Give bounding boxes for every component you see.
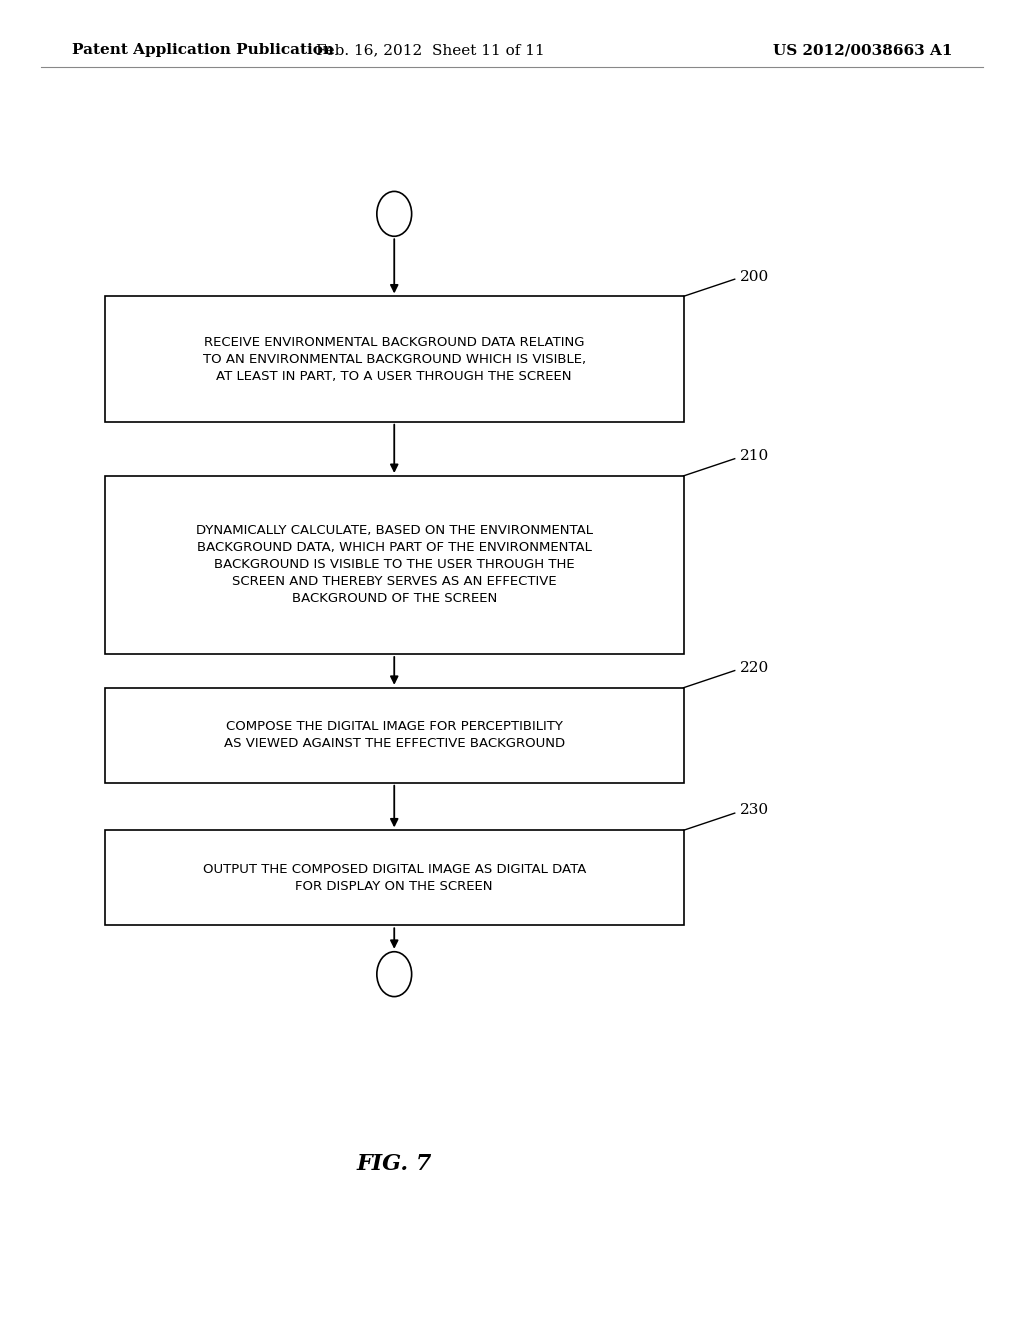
Text: OUTPUT THE COMPOSED DIGITAL IMAGE AS DIGITAL DATA
FOR DISPLAY ON THE SCREEN: OUTPUT THE COMPOSED DIGITAL IMAGE AS DIG… xyxy=(203,863,586,892)
Text: 220: 220 xyxy=(739,661,769,675)
Text: US 2012/0038663 A1: US 2012/0038663 A1 xyxy=(773,44,952,57)
Text: COMPOSE THE DIGITAL IMAGE FOR PERCEPTIBILITY
AS VIEWED AGAINST THE EFFECTIVE BAC: COMPOSE THE DIGITAL IMAGE FOR PERCEPTIBI… xyxy=(223,721,565,750)
FancyBboxPatch shape xyxy=(105,477,684,655)
FancyBboxPatch shape xyxy=(105,688,684,783)
Text: RECEIVE ENVIRONMENTAL BACKGROUND DATA RELATING
TO AN ENVIRONMENTAL BACKGROUND WH: RECEIVE ENVIRONMENTAL BACKGROUND DATA RE… xyxy=(203,335,586,383)
Text: 200: 200 xyxy=(739,269,769,284)
Text: 230: 230 xyxy=(739,804,769,817)
Text: Feb. 16, 2012  Sheet 11 of 11: Feb. 16, 2012 Sheet 11 of 11 xyxy=(315,44,545,57)
Text: 210: 210 xyxy=(739,449,769,463)
Text: DYNAMICALLY CALCULATE, BASED ON THE ENVIRONMENTAL
BACKGROUND DATA, WHICH PART OF: DYNAMICALLY CALCULATE, BASED ON THE ENVI… xyxy=(196,524,593,606)
Text: FIG. 7: FIG. 7 xyxy=(356,1154,432,1175)
FancyBboxPatch shape xyxy=(105,297,684,422)
Circle shape xyxy=(377,191,412,236)
FancyBboxPatch shape xyxy=(105,830,684,925)
Circle shape xyxy=(377,952,412,997)
Text: Patent Application Publication: Patent Application Publication xyxy=(72,44,334,57)
